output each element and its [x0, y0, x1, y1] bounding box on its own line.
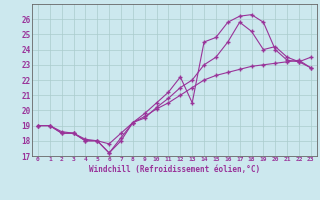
X-axis label: Windchill (Refroidissement éolien,°C): Windchill (Refroidissement éolien,°C) [89, 165, 260, 174]
